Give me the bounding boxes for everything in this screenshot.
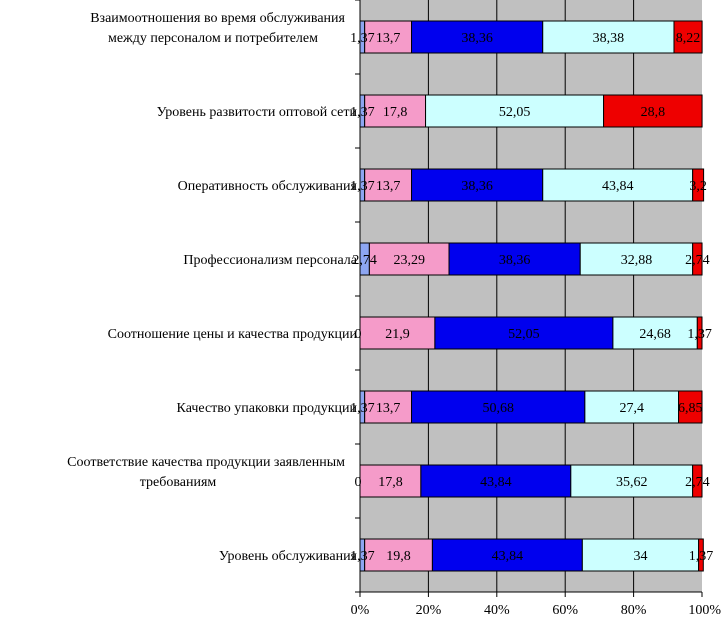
bar-segment xyxy=(696,316,703,350)
data-label: 1,37 xyxy=(687,327,712,342)
category-label: Соответствие качества продукции заявленн… xyxy=(67,455,345,470)
data-label: 23,29 xyxy=(393,253,425,268)
bar-segment xyxy=(359,316,436,350)
data-label: 17,8 xyxy=(383,105,408,120)
data-label: 43,84 xyxy=(480,475,512,490)
data-label: 43,84 xyxy=(602,179,634,194)
data-label: 0 xyxy=(355,327,362,342)
x-tick-label: 40% xyxy=(484,603,510,618)
data-label: 13,7 xyxy=(376,179,401,194)
bar-segment xyxy=(579,242,694,276)
data-label: 2,74 xyxy=(685,475,710,490)
data-label: 1,37 xyxy=(350,549,375,564)
data-label: 6,85 xyxy=(678,401,703,416)
data-label: 3,2 xyxy=(689,179,707,194)
bar-segment xyxy=(542,20,675,54)
data-label: 38,36 xyxy=(499,253,531,268)
bar-segment xyxy=(411,390,586,424)
data-label: 19,8 xyxy=(386,549,411,564)
data-label: 38,38 xyxy=(593,31,625,46)
data-label: 13,7 xyxy=(376,31,401,46)
x-tick-label: 0% xyxy=(351,603,370,618)
data-label: 13,7 xyxy=(376,401,401,416)
data-label: 24,68 xyxy=(639,327,671,342)
bar-segment xyxy=(673,20,703,54)
bar-segment xyxy=(368,242,450,276)
data-label: 0 xyxy=(355,475,362,490)
bar-segment xyxy=(692,168,705,202)
bar-segment xyxy=(434,316,614,350)
x-tick-label: 100% xyxy=(688,603,721,618)
data-label: 1,37 xyxy=(689,549,714,564)
category-label: Соотношение цены и качества продукции xyxy=(108,327,358,342)
bar-segment xyxy=(448,242,581,276)
category-label: Уровень обслуживания xyxy=(219,549,358,564)
bar-segment xyxy=(364,538,433,572)
data-label: 21,9 xyxy=(385,327,410,342)
bar-segment xyxy=(364,20,413,54)
bar-segment xyxy=(411,168,544,202)
bar-segment xyxy=(542,168,694,202)
data-label: 34 xyxy=(633,549,647,564)
bar-segment xyxy=(678,390,703,424)
category-label: Профессионализм персонала xyxy=(183,253,357,268)
bar-segment xyxy=(431,538,583,572)
bar-segment xyxy=(692,242,703,276)
data-label: 2,74 xyxy=(352,253,377,268)
data-label: 43,84 xyxy=(492,549,524,564)
data-label: 1,37 xyxy=(350,31,375,46)
data-label: 35,62 xyxy=(616,475,648,490)
x-tick-label: 80% xyxy=(621,603,647,618)
bar-segment xyxy=(570,464,694,498)
category-label: между персоналом и потребителем xyxy=(108,31,318,46)
bar-segment xyxy=(359,464,422,498)
bar-segment xyxy=(698,538,704,572)
data-label: 1,37 xyxy=(350,105,375,120)
data-label: 1,37 xyxy=(350,179,375,194)
data-label: 38,36 xyxy=(461,31,493,46)
data-label: 52,05 xyxy=(499,105,531,120)
data-label: 38,36 xyxy=(461,179,493,194)
data-label: 52,05 xyxy=(508,327,540,342)
bar-segment xyxy=(603,94,703,128)
category-label: требованиям xyxy=(140,475,217,490)
data-label: 32,88 xyxy=(621,253,653,268)
category-label: Оперативность обслуживания xyxy=(178,179,358,194)
plot-area xyxy=(360,0,702,592)
x-tick-label: 60% xyxy=(552,603,578,618)
category-label: Качество упаковки продукции xyxy=(177,401,358,416)
data-label: 1,37 xyxy=(350,401,375,416)
data-label: 8,22 xyxy=(676,31,701,46)
bar-segment xyxy=(584,390,680,424)
category-label: Взаимоотношения во время обслуживания xyxy=(90,11,345,26)
bar-segment xyxy=(364,168,413,202)
data-label: 28,8 xyxy=(641,105,666,120)
bar-segment xyxy=(364,94,427,128)
data-label: 2,74 xyxy=(685,253,710,268)
x-tick-label: 20% xyxy=(416,603,442,618)
bar-segment xyxy=(692,464,703,498)
bar-segment xyxy=(420,464,572,498)
category-label: Уровень развитости оптовой сети xyxy=(157,105,358,120)
data-label: 17,8 xyxy=(378,475,403,490)
data-label: 27,4 xyxy=(619,401,644,416)
data-label: 50,68 xyxy=(482,401,514,416)
